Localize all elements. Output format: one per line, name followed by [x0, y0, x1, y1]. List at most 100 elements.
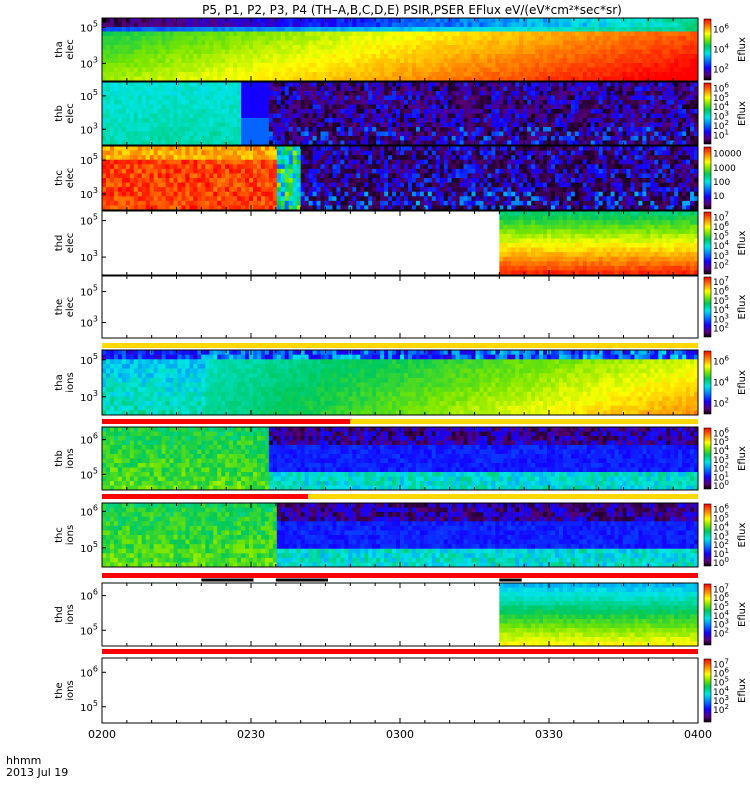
heatmap-cell — [598, 82, 604, 87]
heatmap-cell — [169, 191, 174, 197]
heatmap-cell — [129, 67, 135, 73]
heatmap-cell — [554, 122, 560, 128]
heatmap-cell — [562, 127, 568, 132]
heatmap-cell — [141, 18, 147, 23]
heatmap-cell — [348, 113, 353, 119]
colorbar — [703, 82, 712, 145]
heatmap-cell — [161, 36, 166, 41]
heatmap-cell — [268, 82, 274, 87]
heatmap-cell — [586, 72, 592, 77]
heatmap-cell — [308, 45, 313, 50]
heatmap-cell — [173, 131, 178, 137]
heatmap-cell — [229, 131, 234, 137]
heatmap-cell — [682, 36, 687, 41]
heatmap-cell — [336, 91, 341, 96]
heatmap-cell — [221, 178, 226, 183]
heatmap-cell — [121, 49, 127, 55]
heatmap-cell — [105, 45, 111, 50]
heatmap-cell — [225, 54, 230, 59]
heatmap-cell — [503, 122, 508, 128]
heatmap-cell — [352, 45, 357, 50]
heatmap-cell — [483, 31, 488, 37]
heatmap-cell — [403, 86, 409, 92]
heatmap-cell — [368, 67, 373, 73]
heatmap-cell — [205, 155, 210, 161]
heatmap-cell — [177, 67, 182, 73]
heatmap-cell — [225, 150, 230, 156]
heatmap-cell — [233, 191, 238, 197]
heatmap-cell — [221, 150, 226, 156]
heatmap-cell — [237, 118, 242, 123]
heatmap-cell — [686, 58, 691, 64]
heatmap-cell — [149, 155, 155, 161]
heatmap-cell — [618, 27, 623, 32]
heatmap-cell — [435, 104, 441, 110]
heatmap-cell — [654, 22, 659, 28]
heatmap-cell — [539, 49, 544, 55]
heatmap-cell — [205, 104, 210, 110]
heatmap-cell — [137, 95, 143, 101]
heatmap-cell — [292, 36, 298, 41]
heatmap-cell — [519, 67, 524, 73]
heatmap-cell — [439, 45, 445, 50]
heatmap-cell — [233, 136, 238, 141]
heatmap-cell — [153, 58, 159, 64]
heatmap-cell — [467, 76, 472, 82]
heatmap-cell — [324, 72, 329, 77]
heatmap-cell — [658, 91, 663, 96]
heatmap-cell — [177, 118, 182, 123]
heatmap-cell — [109, 205, 115, 211]
heatmap-cell — [658, 131, 663, 137]
heatmap-cell — [312, 54, 317, 59]
heatmap-cell — [344, 109, 349, 114]
heatmap-cell — [221, 187, 226, 193]
heatmap-cell — [360, 54, 365, 59]
heatmap-cell — [233, 205, 238, 211]
heatmap-cell — [280, 150, 286, 156]
heatmap-cell — [241, 168, 246, 174]
colorbar-tick-exponent: 2 — [724, 119, 728, 127]
heatmap-cell — [117, 168, 123, 174]
heatmap-cell — [141, 168, 147, 174]
heatmap-cell — [209, 178, 214, 183]
heatmap-cell — [590, 58, 596, 64]
heatmap-cell — [431, 136, 437, 141]
heatmap-cell — [570, 67, 576, 73]
heatmap-cell — [213, 49, 218, 55]
heatmap-cell — [578, 36, 584, 41]
heatmap-cell — [292, 95, 298, 101]
heatmap-cell — [276, 31, 282, 37]
heatmap-cell — [129, 76, 135, 82]
heatmap-cell — [475, 22, 480, 28]
heatmap-cell — [535, 100, 540, 105]
heatmap-cell — [419, 127, 425, 132]
heatmap-cell — [380, 45, 385, 50]
heatmap-cell — [213, 31, 218, 37]
heatmap-cell — [177, 109, 182, 114]
heatmap-cell — [527, 86, 532, 92]
heatmap-cell — [618, 136, 623, 141]
heatmap-cell — [515, 131, 520, 137]
heatmap-cell — [336, 49, 341, 55]
heatmap-cell — [455, 76, 460, 82]
heatmap-cell — [550, 136, 556, 141]
heatmap-cell — [105, 27, 111, 32]
heatmap-cell — [221, 196, 226, 202]
heatmap-cell — [102, 36, 107, 41]
heatmap-cell — [519, 49, 524, 55]
heatmap-cell — [304, 82, 310, 87]
heatmap-cell — [161, 49, 166, 55]
heatmap-cell — [368, 76, 373, 82]
heatmap-cell — [328, 36, 333, 41]
heatmap-cell — [380, 104, 385, 110]
heatmap-cell — [249, 200, 254, 206]
heatmap-cell — [129, 164, 135, 170]
heatmap-cell — [670, 67, 675, 73]
heatmap-cell — [233, 72, 238, 77]
heatmap-cell — [491, 113, 496, 119]
heatmap-cell — [666, 22, 671, 28]
heatmap-cell — [400, 31, 405, 37]
heatmap-cell — [249, 131, 254, 137]
heatmap-cell — [264, 127, 270, 132]
heatmap-cell — [690, 91, 695, 96]
